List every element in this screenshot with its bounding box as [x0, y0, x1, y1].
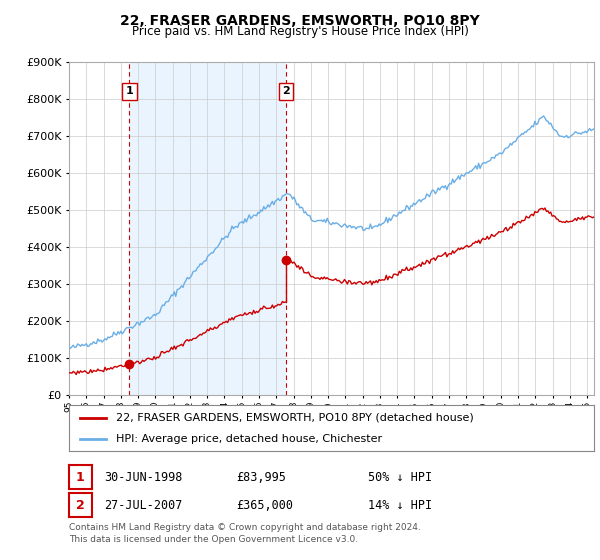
Text: 50% ↓ HPI: 50% ↓ HPI: [368, 470, 432, 484]
Text: 22, FRASER GARDENS, EMSWORTH, PO10 8PY: 22, FRASER GARDENS, EMSWORTH, PO10 8PY: [120, 14, 480, 28]
Text: 1: 1: [76, 470, 85, 484]
Text: 22, FRASER GARDENS, EMSWORTH, PO10 8PY (detached house): 22, FRASER GARDENS, EMSWORTH, PO10 8PY (…: [116, 413, 474, 423]
Text: Price paid vs. HM Land Registry's House Price Index (HPI): Price paid vs. HM Land Registry's House …: [131, 25, 469, 38]
Text: £365,000: £365,000: [236, 498, 293, 512]
Text: 1: 1: [125, 86, 133, 96]
Text: 30-JUN-1998: 30-JUN-1998: [104, 470, 182, 484]
Text: Contains HM Land Registry data © Crown copyright and database right 2024.
This d: Contains HM Land Registry data © Crown c…: [69, 523, 421, 544]
Text: £83,995: £83,995: [236, 470, 286, 484]
Text: 2: 2: [283, 86, 290, 96]
Text: HPI: Average price, detached house, Chichester: HPI: Average price, detached house, Chic…: [116, 435, 382, 444]
Text: 14% ↓ HPI: 14% ↓ HPI: [368, 498, 432, 512]
Text: 27-JUL-2007: 27-JUL-2007: [104, 498, 182, 512]
Bar: [130, 62, 286, 395]
Text: 2: 2: [76, 498, 85, 512]
